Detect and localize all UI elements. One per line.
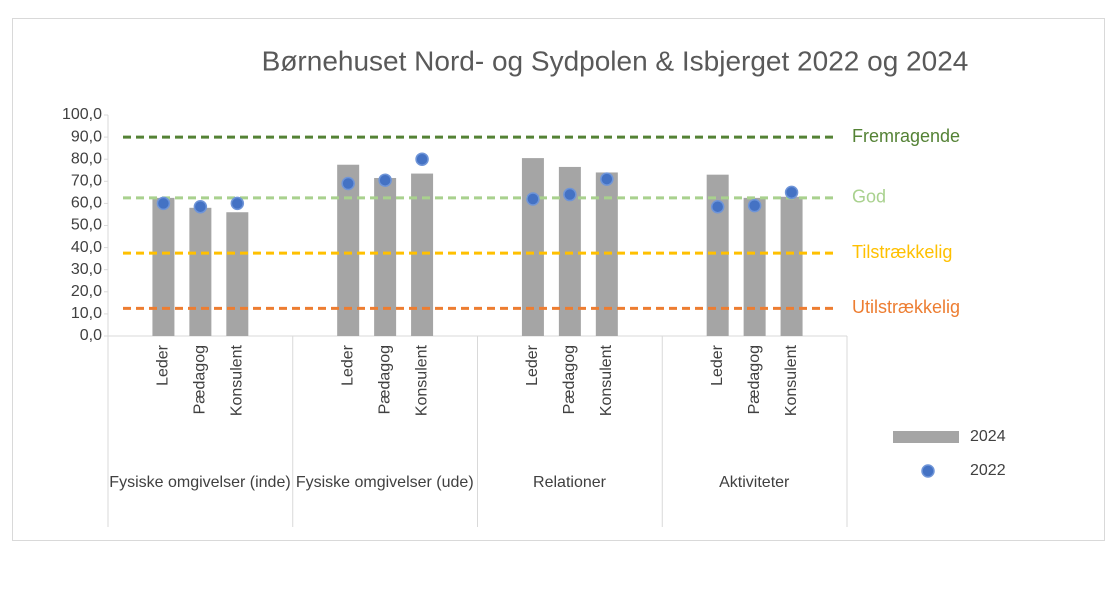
group-label: Relationer [533, 474, 606, 491]
x-tick-label: Pædagog [192, 345, 209, 414]
group-label: Fysiske omgivelser (ude) [295, 474, 474, 491]
reference-label: God [852, 187, 886, 207]
x-tick-label: Konsulent [783, 344, 800, 416]
reference-label: Tilstrækkelig [852, 242, 952, 262]
x-tick-label: Leder [524, 344, 541, 386]
bar [780, 196, 803, 336]
y-tick-label: 100,0 [62, 106, 102, 123]
x-tick-label: Konsulent [229, 344, 246, 416]
y-tick-label: 50,0 [71, 217, 102, 234]
chart-border [12, 18, 1105, 541]
x-tick-label: Leder [709, 344, 726, 386]
dot [526, 192, 540, 206]
bar [706, 174, 729, 336]
dot [378, 173, 392, 187]
x-tick-label: Konsulent [413, 344, 430, 416]
chart-title: Børnehuset Nord- og Sydpolen & Isbjerget… [262, 45, 969, 76]
legend-label: 2024 [970, 428, 1006, 445]
y-tick-label: 70,0 [71, 173, 102, 190]
dot [784, 185, 799, 200]
bar [337, 164, 360, 336]
y-tick-label: 90,0 [71, 128, 102, 145]
legend-label: 2022 [970, 462, 1006, 479]
bar [411, 173, 434, 336]
x-tick-label: Pædagog [376, 345, 393, 414]
y-tick-label: 60,0 [71, 195, 102, 212]
x-tick-label: Leder [155, 344, 172, 386]
legend-swatch [893, 431, 959, 443]
bar [374, 177, 397, 336]
legend-swatch [921, 464, 935, 478]
bar [189, 207, 212, 336]
dot [747, 198, 762, 213]
dot [193, 199, 208, 214]
y-tick-label: 0,0 [80, 327, 102, 344]
reference-label: Utilstrækkelig [852, 297, 960, 317]
group-label: Aktiviteter [719, 474, 790, 491]
dot [156, 196, 171, 211]
x-tick-label: Pædagog [561, 345, 578, 414]
group-label: Fysiske omgivelser (inde) [109, 474, 291, 491]
dot [415, 152, 429, 166]
bar [743, 197, 766, 336]
x-tick-label: Pædagog [746, 345, 763, 414]
x-tick-label: Konsulent [598, 344, 615, 416]
y-tick-label: 80,0 [71, 150, 102, 167]
dot [600, 172, 614, 186]
bar [226, 212, 249, 336]
y-tick-label: 10,0 [71, 305, 102, 322]
dot [341, 176, 355, 191]
dot [230, 196, 245, 211]
y-tick-label: 40,0 [71, 239, 102, 256]
bar [152, 197, 175, 336]
y-tick-label: 30,0 [71, 261, 102, 278]
dot [710, 199, 725, 214]
bar [558, 166, 581, 336]
y-tick-label: 20,0 [71, 283, 102, 300]
reference-label: Fremragende [852, 126, 960, 146]
x-tick-label: Leder [339, 344, 356, 386]
dot [563, 187, 577, 202]
